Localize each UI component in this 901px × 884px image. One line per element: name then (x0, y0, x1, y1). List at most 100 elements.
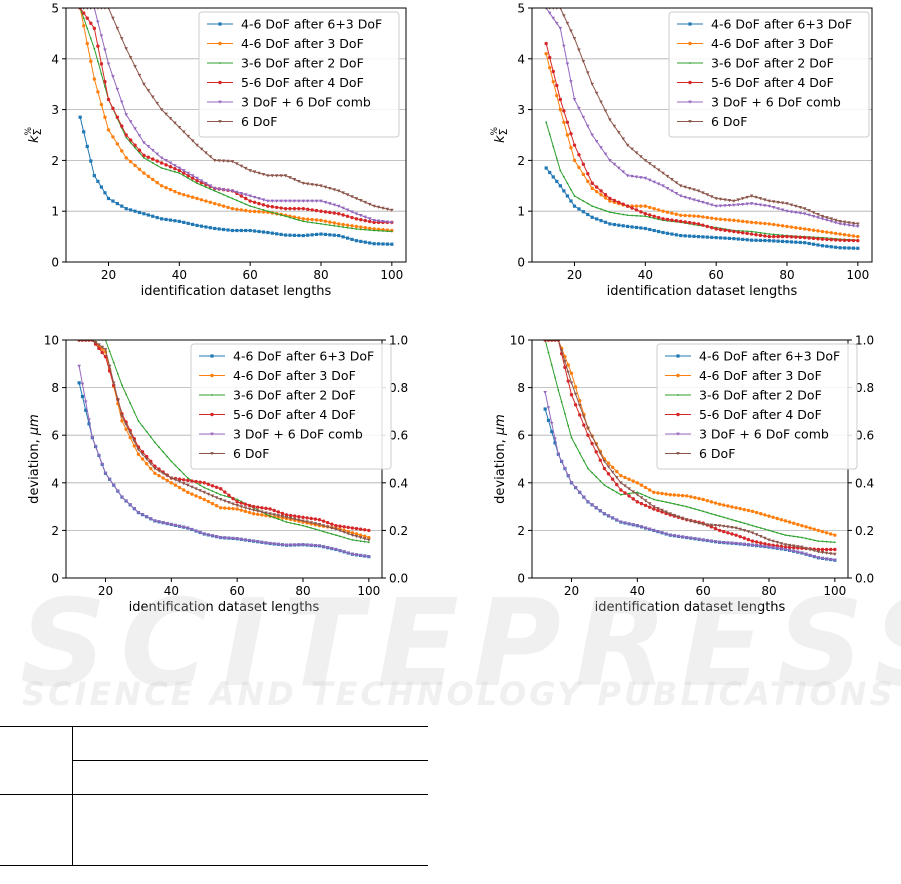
data-point (749, 194, 754, 198)
data-point (754, 510, 759, 515)
data-point (100, 73, 103, 75)
y-tick-label: 3 (517, 103, 525, 117)
data-point (100, 462, 105, 467)
data-point (325, 520, 330, 525)
data-point (721, 541, 726, 545)
data-point (594, 443, 598, 447)
data-point (603, 484, 606, 487)
data-point (676, 452, 680, 456)
data-point (164, 217, 168, 222)
data-point (364, 228, 367, 231)
y-tick-label: 5 (51, 2, 59, 16)
data-point (194, 487, 198, 491)
plot-frame (531, 7, 873, 263)
data-point (239, 508, 243, 512)
data-point (754, 202, 758, 207)
data-point (544, 166, 548, 170)
data-point (767, 222, 771, 226)
x-tick-label: 80 (779, 268, 794, 282)
data-point (693, 537, 697, 541)
data-point (730, 505, 734, 509)
data-point (668, 512, 673, 516)
data-point (247, 503, 252, 508)
data-point (656, 530, 660, 534)
data-point (177, 168, 182, 173)
data-point (543, 407, 547, 411)
data-point (640, 215, 642, 217)
data-point (248, 169, 252, 173)
data-point (279, 199, 283, 203)
series-1 (78, 8, 394, 233)
data-point (350, 526, 355, 530)
data-point (346, 532, 351, 536)
data-point (128, 431, 132, 435)
data-point (165, 474, 170, 478)
data-point (376, 219, 381, 223)
data-point (767, 239, 771, 243)
data-point (190, 492, 194, 496)
data-point (696, 235, 701, 239)
data-point (111, 381, 116, 385)
data-point (270, 174, 275, 178)
data-point (746, 537, 751, 542)
data-point (763, 536, 767, 540)
data-point (683, 185, 687, 189)
data-point (341, 235, 345, 239)
data-point (829, 237, 833, 242)
data-point (137, 210, 142, 215)
data-point (562, 44, 566, 48)
data-point (652, 228, 656, 233)
data-point (330, 526, 334, 530)
data-point (310, 527, 313, 529)
data-point (551, 16, 556, 20)
data-point (570, 188, 572, 191)
data-point (775, 516, 779, 521)
data-point (800, 545, 804, 549)
data-point (161, 476, 165, 480)
data-point (684, 518, 689, 522)
data-point (186, 134, 190, 139)
data-point (230, 160, 235, 164)
data-point (828, 558, 833, 562)
data-point (796, 522, 800, 527)
legend (656, 343, 858, 470)
data-point (776, 223, 780, 227)
data-point (842, 246, 847, 250)
y-tick-label: 1 (51, 205, 59, 219)
data-point (226, 205, 230, 210)
data-point (626, 214, 629, 217)
data-point (235, 500, 239, 504)
data-point (136, 511, 141, 515)
data-point (562, 14, 566, 18)
data-point (323, 219, 328, 223)
data-point (195, 176, 199, 180)
data-point (107, 477, 112, 482)
data-point (326, 531, 329, 534)
data-point (219, 506, 223, 510)
data-point (816, 237, 820, 241)
data-point (622, 213, 625, 216)
data-point (155, 101, 159, 106)
data-point (610, 477, 615, 481)
data-point (367, 555, 371, 559)
data-point (676, 412, 680, 417)
data-point (194, 529, 198, 533)
data-point (634, 208, 639, 212)
x-tick-label: 60 (696, 584, 711, 598)
data-point (789, 210, 794, 214)
data-point (235, 507, 239, 511)
data-point (186, 490, 190, 495)
data-point (363, 528, 367, 532)
data-point (763, 528, 766, 531)
data-point (648, 496, 651, 499)
data-point (280, 214, 283, 216)
data-point (851, 224, 856, 228)
data-point (734, 533, 738, 537)
data-point (591, 205, 594, 208)
data-point (359, 239, 363, 244)
data-point (615, 482, 619, 487)
data-point (591, 471, 593, 474)
data-point (547, 11, 552, 15)
data-point (310, 217, 314, 222)
